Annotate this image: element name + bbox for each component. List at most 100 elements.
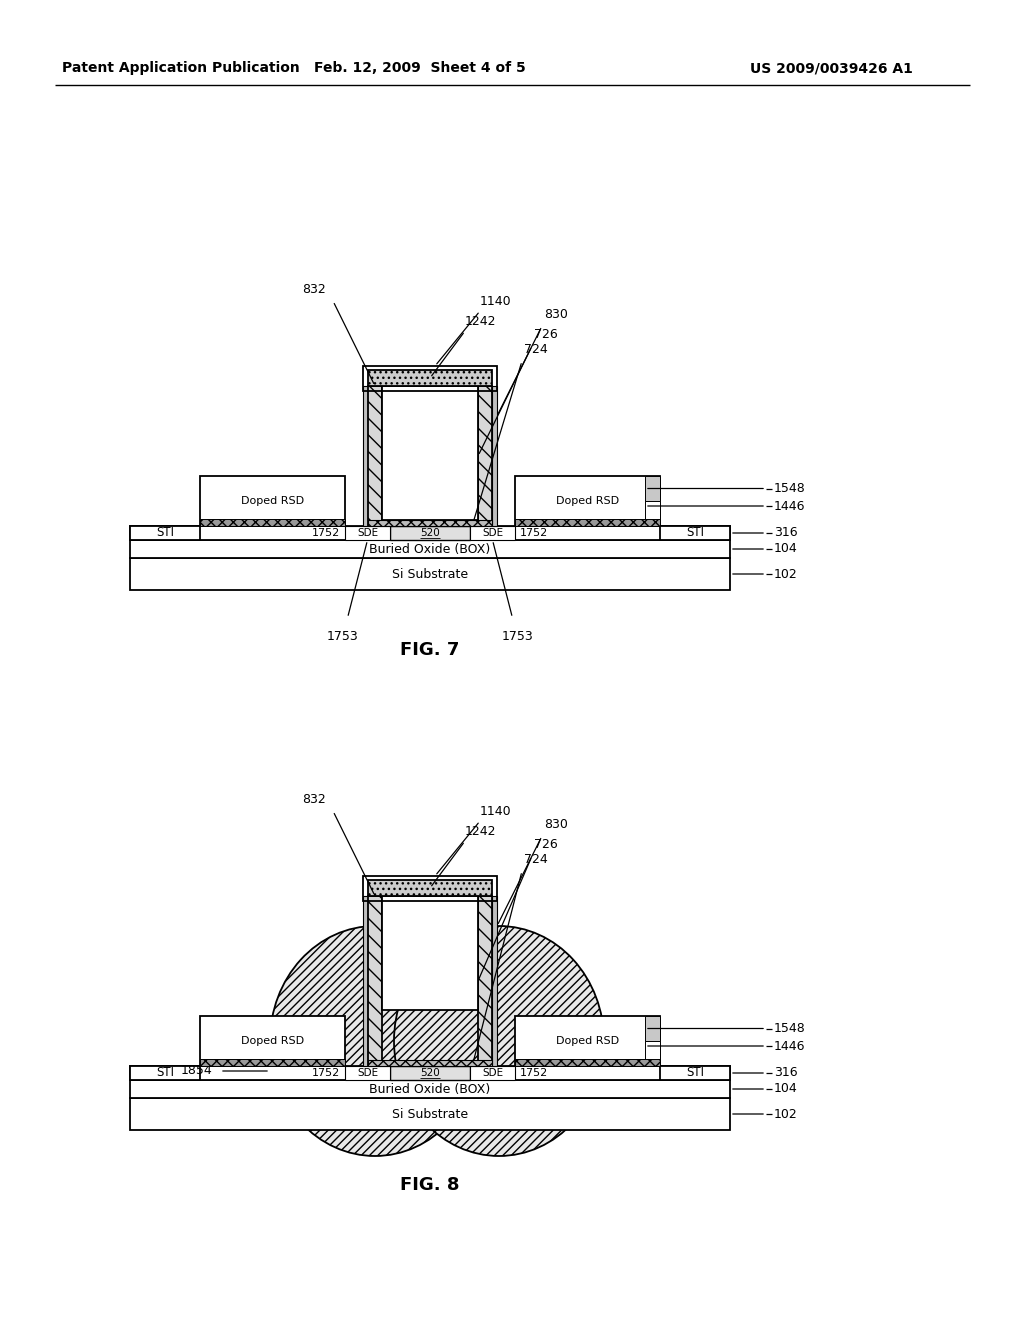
Bar xyxy=(470,525,515,540)
Text: 1752: 1752 xyxy=(311,1068,340,1078)
Text: Doped RSD: Doped RSD xyxy=(241,496,304,506)
Bar xyxy=(660,525,730,540)
Bar xyxy=(368,370,492,385)
Text: SDE: SDE xyxy=(482,528,503,539)
Bar xyxy=(382,385,478,520)
Bar xyxy=(515,477,660,525)
Bar xyxy=(368,385,382,525)
Text: 832: 832 xyxy=(302,282,326,296)
Bar xyxy=(362,896,368,1067)
Text: Poly: Poly xyxy=(415,446,445,461)
Bar xyxy=(368,880,492,896)
Ellipse shape xyxy=(270,927,480,1156)
Text: 726: 726 xyxy=(534,327,558,341)
Bar xyxy=(515,519,660,525)
Text: 830: 830 xyxy=(544,308,568,321)
Text: Patent Application Publication: Patent Application Publication xyxy=(62,61,300,75)
Ellipse shape xyxy=(394,927,604,1156)
Bar xyxy=(345,1067,390,1080)
Text: 104: 104 xyxy=(774,543,798,556)
Text: 1140: 1140 xyxy=(480,294,512,308)
Text: 1753: 1753 xyxy=(502,630,534,643)
Text: Si Substrate: Si Substrate xyxy=(392,568,468,581)
Bar xyxy=(645,502,660,525)
Text: US 2009/0039426 A1: US 2009/0039426 A1 xyxy=(750,61,912,75)
Bar xyxy=(362,366,497,391)
Bar xyxy=(130,525,200,540)
Text: 102: 102 xyxy=(774,568,798,581)
Text: Si Substrate: Si Substrate xyxy=(392,1107,468,1121)
Bar xyxy=(130,1067,200,1080)
Text: Doped RSD: Doped RSD xyxy=(241,1036,304,1045)
Text: 520: 520 xyxy=(420,528,440,539)
Bar xyxy=(130,1067,730,1080)
Bar xyxy=(200,519,345,525)
Text: 1548: 1548 xyxy=(774,482,806,495)
Text: 1140: 1140 xyxy=(480,805,512,818)
Text: 316: 316 xyxy=(774,1067,798,1080)
Bar xyxy=(362,385,368,525)
Bar xyxy=(130,558,730,590)
Text: 102: 102 xyxy=(774,1107,798,1121)
Text: Buried Oxide (BOX): Buried Oxide (BOX) xyxy=(370,1082,490,1096)
Text: SDE: SDE xyxy=(357,528,378,539)
Bar xyxy=(200,1016,345,1067)
Text: FIG. 7: FIG. 7 xyxy=(400,642,460,659)
Text: 726: 726 xyxy=(534,838,558,851)
Text: 520: 520 xyxy=(420,1068,440,1078)
Bar xyxy=(390,525,470,540)
Text: 1752: 1752 xyxy=(311,528,340,539)
Text: Poly: Poly xyxy=(415,945,445,961)
Text: SDE: SDE xyxy=(482,1068,503,1078)
Bar xyxy=(478,896,492,1067)
Text: 1854: 1854 xyxy=(180,1064,212,1077)
Bar xyxy=(645,1041,660,1067)
Bar xyxy=(368,896,382,1067)
Bar xyxy=(390,1067,470,1080)
Bar xyxy=(200,1059,345,1067)
Text: 1242: 1242 xyxy=(465,315,497,327)
Bar xyxy=(478,385,492,525)
Text: 1548: 1548 xyxy=(774,1022,806,1035)
Bar xyxy=(368,1060,492,1067)
Text: Doped RSD: Doped RSD xyxy=(556,1036,620,1045)
Bar xyxy=(130,525,730,540)
Bar xyxy=(515,1059,660,1067)
Text: STI: STI xyxy=(686,527,705,540)
Bar xyxy=(660,1067,730,1080)
Bar xyxy=(200,477,345,525)
Bar xyxy=(362,876,497,902)
Text: 316: 316 xyxy=(774,527,798,540)
Bar xyxy=(492,896,497,1067)
Text: STI: STI xyxy=(686,1067,705,1080)
Text: SDE: SDE xyxy=(357,1068,378,1078)
Text: 104: 104 xyxy=(774,1082,798,1096)
Bar xyxy=(345,525,390,540)
Bar xyxy=(130,1098,730,1130)
Text: STI: STI xyxy=(156,1067,174,1080)
Text: 1446: 1446 xyxy=(774,1040,806,1052)
Text: 1446: 1446 xyxy=(774,499,806,512)
Bar xyxy=(130,540,730,558)
Text: STI: STI xyxy=(156,527,174,540)
Text: 1752: 1752 xyxy=(520,1068,548,1078)
Bar xyxy=(515,1016,660,1067)
Bar xyxy=(382,896,478,1010)
Text: 1752: 1752 xyxy=(520,528,548,539)
Text: 1753: 1753 xyxy=(327,630,358,643)
Bar xyxy=(645,477,660,502)
Text: 1242: 1242 xyxy=(465,825,497,838)
Text: 724: 724 xyxy=(524,343,548,356)
Bar xyxy=(492,385,497,525)
Text: Doped RSD: Doped RSD xyxy=(556,496,620,506)
Text: 724: 724 xyxy=(524,853,548,866)
Bar xyxy=(470,1067,515,1080)
Text: Feb. 12, 2009  Sheet 4 of 5: Feb. 12, 2009 Sheet 4 of 5 xyxy=(314,61,526,75)
Bar xyxy=(130,1080,730,1098)
Bar xyxy=(645,1016,660,1041)
Text: 830: 830 xyxy=(544,818,568,832)
Text: FIG. 8: FIG. 8 xyxy=(400,1176,460,1195)
Text: Buried Oxide (BOX): Buried Oxide (BOX) xyxy=(370,543,490,556)
Text: 832: 832 xyxy=(302,793,326,807)
Bar xyxy=(368,520,492,525)
